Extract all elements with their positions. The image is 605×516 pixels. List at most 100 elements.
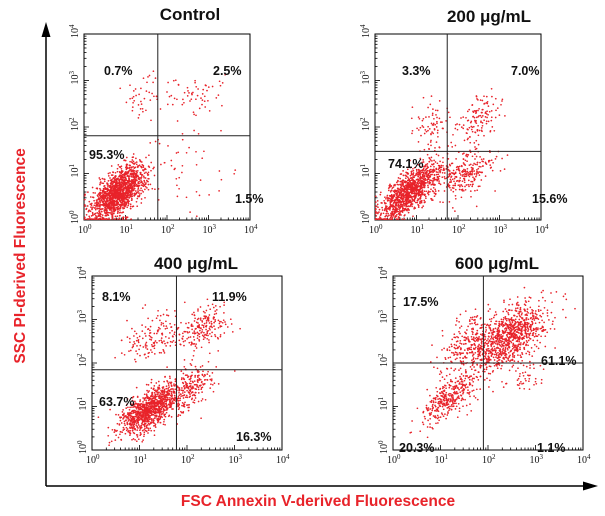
event-point [142, 110, 144, 113]
event-point [103, 210, 106, 212]
event-point [93, 207, 96, 209]
event-point [425, 130, 428, 133]
event-point [150, 395, 152, 398]
event-point [450, 180, 452, 182]
event-point [130, 417, 133, 420]
event-point [427, 129, 429, 132]
event-point [115, 413, 117, 416]
event-point [134, 182, 137, 185]
event-point [110, 204, 112, 207]
event-point [378, 218, 381, 220]
event-point [413, 179, 416, 182]
event-point [116, 170, 119, 173]
event-point [83, 218, 86, 220]
event-point [99, 187, 101, 190]
event-point [208, 339, 210, 341]
event-point [419, 197, 422, 200]
event-point [188, 92, 190, 94]
y-tick-label: 102 [76, 353, 89, 367]
event-point [498, 114, 501, 116]
event-point [386, 194, 389, 197]
event-point [420, 199, 423, 202]
event-point [133, 195, 136, 197]
event-point [388, 214, 390, 217]
event-point [197, 88, 199, 90]
event-point [392, 202, 395, 204]
event-point [157, 421, 159, 424]
event-point [127, 406, 129, 409]
scatter-points [83, 70, 237, 220]
event-point [147, 399, 150, 402]
event-point [145, 418, 147, 421]
event-point [140, 166, 143, 168]
event-point [152, 167, 155, 170]
event-point [452, 190, 455, 193]
event-point [399, 173, 402, 175]
event-point [214, 333, 216, 336]
event-point [430, 168, 432, 171]
event-point [474, 163, 477, 166]
event-point [95, 199, 98, 202]
event-point [193, 311, 195, 314]
event-point [114, 193, 116, 196]
event-point [156, 402, 159, 404]
event-point [442, 164, 444, 167]
event-point [163, 409, 165, 412]
event-point [123, 188, 125, 191]
event-point [113, 429, 116, 431]
event-point [436, 132, 439, 134]
event-point [118, 186, 121, 189]
event-point [462, 173, 464, 176]
event-point [430, 122, 433, 125]
event-point [143, 176, 145, 179]
event-point [93, 199, 95, 202]
event-point [149, 416, 151, 419]
event-point [200, 399, 203, 402]
event-point [140, 173, 142, 176]
event-point [129, 205, 132, 208]
event-point [111, 214, 114, 216]
event-point [430, 183, 433, 186]
x-tick-label: 104 [535, 223, 549, 236]
event-point [133, 173, 136, 175]
event-point [189, 384, 192, 387]
event-point [127, 198, 129, 201]
event-point [376, 200, 379, 202]
event-point [432, 108, 434, 110]
event-point [440, 164, 443, 167]
event-point [467, 183, 470, 186]
event-point [157, 309, 159, 312]
event-point [101, 189, 104, 192]
event-point [234, 169, 237, 171]
event-point [411, 170, 413, 173]
event-point [426, 182, 428, 184]
event-point [431, 160, 433, 162]
event-point [218, 322, 221, 325]
event-point [135, 413, 138, 416]
event-point [140, 184, 143, 186]
event-point [166, 396, 169, 399]
event-point [411, 200, 413, 203]
event-point [441, 121, 443, 123]
event-point [135, 386, 138, 389]
event-point [172, 79, 175, 82]
event-point [406, 202, 408, 205]
event-point [194, 391, 197, 394]
event-point [209, 387, 212, 389]
event-point [435, 153, 438, 156]
event-point [137, 427, 139, 429]
event-point [458, 179, 461, 182]
event-point [173, 402, 175, 404]
event-point [132, 205, 135, 208]
event-point [90, 206, 92, 208]
event-point [208, 194, 210, 196]
event-point [144, 427, 146, 430]
event-point [429, 182, 432, 184]
event-point [137, 421, 139, 423]
event-point [196, 374, 199, 377]
event-point [165, 387, 168, 390]
event-point [209, 325, 212, 328]
event-point [123, 194, 125, 197]
event-point [397, 196, 399, 199]
event-point [433, 195, 436, 198]
